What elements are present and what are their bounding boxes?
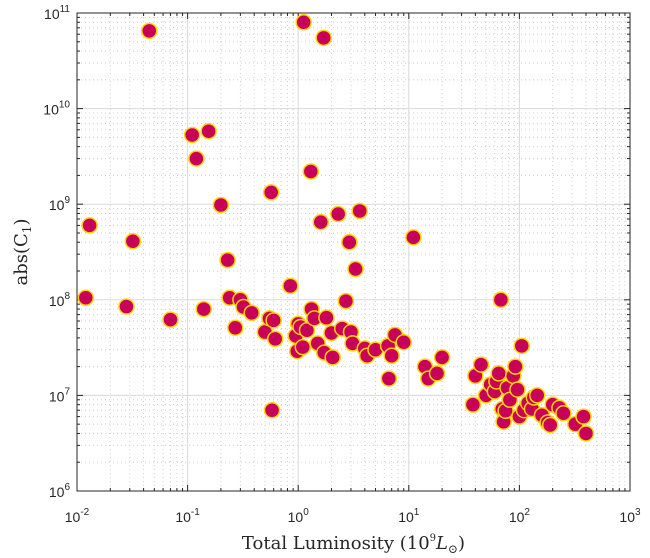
data-point: [200, 122, 217, 140]
data-point: [380, 370, 398, 387]
data-point: [81, 217, 98, 234]
data-point: [124, 232, 142, 250]
data-point: [507, 358, 524, 375]
data-point: [265, 312, 282, 329]
data-point: [227, 319, 244, 337]
data-point: [195, 300, 213, 318]
data-point: [528, 387, 546, 404]
data-point: [541, 416, 559, 434]
data-point: [212, 196, 230, 214]
data-point: [347, 260, 364, 278]
y-tick-label: 108: [49, 291, 71, 309]
y-tick-label: 1010: [43, 100, 70, 118]
data-point: [492, 291, 510, 309]
data-point: [263, 401, 281, 419]
data-point: [428, 365, 446, 382]
x-tick-labels: 10-2 10-1 100 101 102 103: [65, 507, 641, 525]
data-point: [405, 229, 422, 246]
y-tick-label: 107: [49, 386, 71, 404]
x-tick-label: 101: [398, 507, 420, 525]
data-points: [77, 14, 595, 442]
x-tick-label: 100: [288, 507, 310, 525]
data-point: [472, 356, 490, 373]
y-tick-label: 109: [49, 195, 71, 213]
data-point: [312, 213, 330, 231]
data-point: [555, 405, 572, 422]
plot-area-frame: [76, 12, 631, 492]
data-point: [577, 425, 595, 442]
data-point: [383, 347, 400, 364]
y-tick-label: 106: [49, 482, 71, 500]
x-tick-label: 103: [619, 507, 641, 525]
x-tick-label: 10-2: [65, 507, 90, 525]
data-point: [302, 163, 320, 180]
data-point: [188, 150, 205, 167]
data-point: [77, 289, 95, 307]
data-point: [219, 251, 236, 269]
data-point: [337, 292, 355, 310]
data-point: [183, 126, 201, 144]
x-tick-label: 10-1: [175, 507, 200, 525]
data-point: [282, 277, 299, 295]
x-tick-label: 102: [509, 507, 531, 525]
data-point: [490, 365, 507, 382]
data-point: [513, 337, 530, 355]
data-point: [140, 22, 158, 40]
data-point: [341, 233, 358, 251]
data-point: [262, 184, 280, 201]
data-point: [395, 333, 412, 351]
data-point: [575, 408, 592, 425]
data-point: [318, 309, 335, 326]
y-axis-label: abs(C1): [11, 219, 34, 286]
x-axis-label: Total Luminosity (109L⊙): [242, 533, 465, 556]
data-point: [351, 202, 368, 220]
data-point: [315, 29, 332, 47]
data-point: [298, 322, 316, 339]
y-tick-labels: 106 107 108 109 1010 1011: [43, 4, 70, 500]
data-point: [243, 304, 260, 322]
data-point: [464, 396, 482, 413]
data-point: [295, 14, 312, 31]
data-point: [162, 311, 179, 328]
data-point: [294, 338, 312, 356]
data-point: [509, 381, 526, 398]
y-tick-label: 1011: [44, 4, 70, 22]
data-point: [324, 349, 341, 366]
tick-marks: [76, 12, 631, 492]
data-point: [118, 298, 135, 315]
data-point: [433, 349, 451, 366]
data-point: [266, 330, 284, 348]
data-point: [329, 205, 347, 223]
minor-grid: [77, 13, 630, 491]
